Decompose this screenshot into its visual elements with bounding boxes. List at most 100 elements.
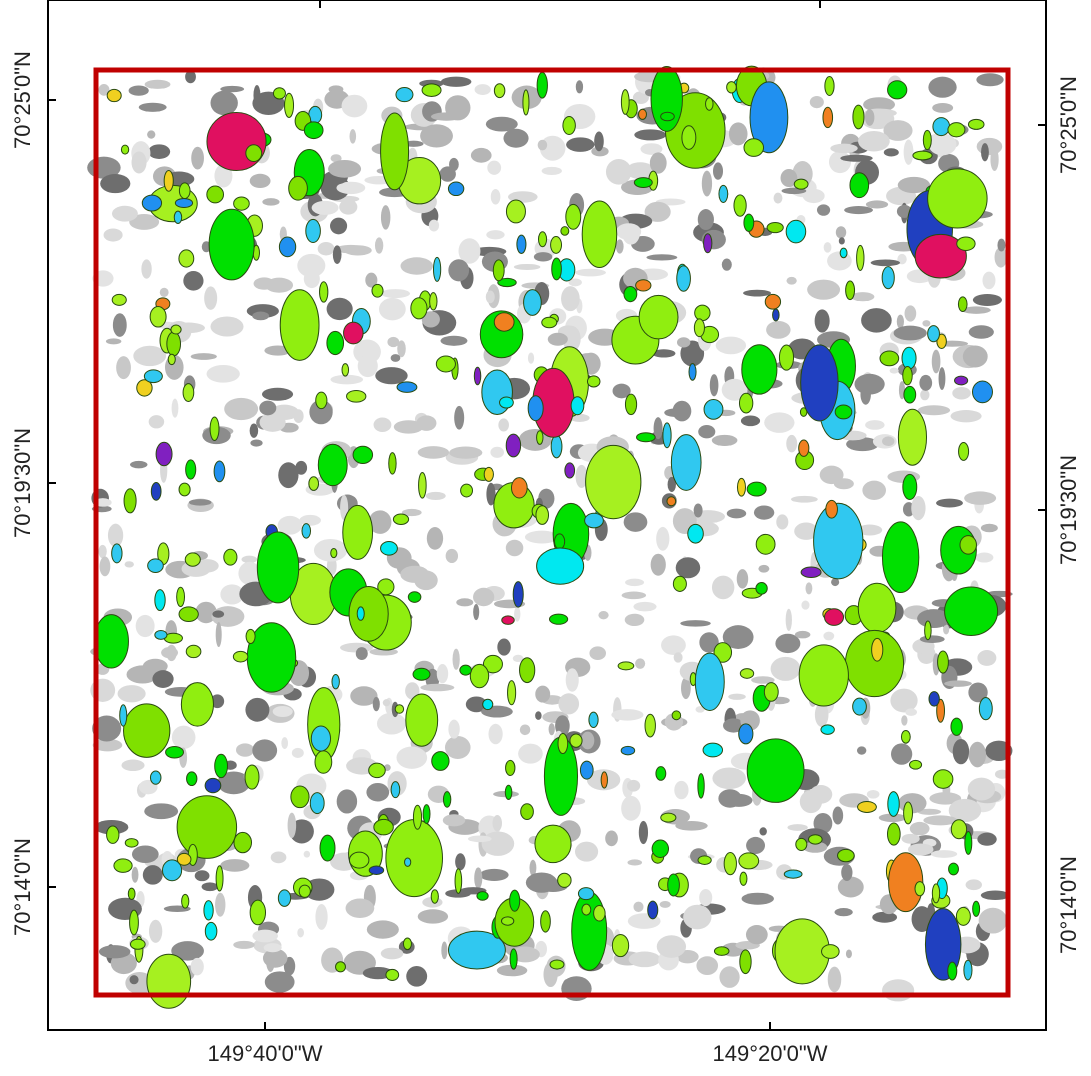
lake-polygon (801, 345, 838, 421)
terrain-patch (737, 569, 748, 589)
terrain-patch (454, 406, 464, 430)
terrain-patch (133, 346, 166, 366)
terrain-patch (766, 321, 791, 339)
terrain-patch (207, 365, 240, 383)
lake-polygon (175, 198, 192, 207)
lake-polygon (318, 444, 347, 485)
lake-polygon (431, 890, 438, 904)
terrain-patch (366, 783, 389, 802)
terrain-patch (387, 337, 399, 347)
lake-polygon (888, 81, 907, 99)
lake-polygon (739, 853, 759, 869)
longitude-label: 149°20'0"W (713, 1041, 828, 1066)
lake-polygon (652, 840, 668, 858)
lake-polygon (756, 534, 775, 554)
lake-polygon (386, 969, 399, 980)
terrain-patch (288, 813, 297, 838)
lake-polygon (621, 746, 634, 755)
lake-polygon (185, 553, 200, 566)
lake-polygon (186, 460, 196, 479)
lake-polygon (744, 214, 754, 231)
terrain-patch (968, 778, 995, 801)
lake-polygon (309, 477, 319, 491)
terrain-patch (977, 650, 996, 666)
lake-polygon (586, 445, 641, 518)
terrain-patch (250, 424, 259, 438)
lake-polygon (524, 290, 542, 316)
terrain-patch (391, 354, 401, 362)
terrain-patch (394, 420, 424, 433)
lake-polygon (144, 370, 162, 383)
lake-polygon (634, 178, 652, 188)
lake-polygon (689, 364, 696, 381)
lake-polygon (405, 858, 411, 866)
terrain-patch (759, 827, 766, 835)
lake-polygon (648, 901, 658, 919)
terrain-patch (834, 478, 854, 489)
lake-polygon (443, 792, 450, 808)
terrain-patch (147, 130, 155, 138)
lake-polygon (285, 93, 294, 117)
lake-polygon (928, 326, 940, 342)
terrain-patch (136, 615, 155, 637)
lake-polygon (408, 592, 421, 603)
terrain-patch (100, 174, 130, 193)
lake-polygon (929, 692, 939, 706)
terrain-patch (840, 155, 872, 162)
terrain-patch (594, 131, 604, 151)
terrain-patch (488, 724, 502, 744)
lake-polygon (621, 90, 629, 115)
terrain-patch (683, 905, 711, 930)
terrain-patch (152, 670, 173, 688)
lake-polygon (536, 506, 549, 525)
lake-polygon (320, 835, 335, 861)
terrain-patch (145, 80, 171, 89)
terrain-patch (836, 226, 846, 238)
lake-polygon (483, 699, 493, 709)
terrain-patch (997, 239, 1005, 252)
terrain-patch (919, 375, 932, 391)
lake-polygon (245, 765, 259, 789)
lake-polygon (434, 257, 441, 281)
lake-polygon (601, 772, 607, 788)
lake-polygon (739, 393, 752, 413)
lake-polygon (915, 882, 925, 896)
terrain-patch (719, 966, 739, 988)
terrain-patch (815, 309, 830, 332)
terrain-patch (908, 843, 934, 855)
terrain-patch (817, 204, 830, 215)
lake-polygon (280, 290, 319, 361)
terrain-patch (518, 744, 543, 764)
lake-polygon (673, 576, 686, 591)
lake-polygon (448, 182, 463, 196)
lake-polygon (904, 386, 916, 403)
lake-polygon (179, 483, 190, 496)
lake-polygon (177, 587, 185, 606)
terrain-patch (712, 767, 746, 789)
terrain-patch (132, 151, 147, 173)
terrain-patch (830, 144, 857, 154)
lake-polygon (455, 869, 462, 894)
terrain-patch (250, 440, 262, 447)
lake-polygon (809, 835, 823, 844)
lake-polygon (734, 195, 746, 216)
terrain-patch (441, 336, 468, 346)
terrain-patch (633, 602, 656, 611)
terrain-patch (312, 201, 339, 215)
terrain-patch (327, 298, 353, 320)
lake-polygon (925, 621, 932, 640)
lake-polygon (910, 760, 922, 769)
terrain-patch (129, 86, 149, 96)
terrain-patch (639, 821, 648, 844)
terrain-patch (677, 337, 690, 347)
lake-polygon (651, 66, 682, 131)
lake-polygon (541, 911, 551, 932)
lake-polygon (677, 266, 691, 292)
terrain-patch (304, 270, 320, 288)
lake-polygon (537, 431, 543, 445)
terrain-patch (118, 685, 146, 702)
lake-polygon (501, 917, 513, 925)
terrain-patch (520, 724, 531, 735)
lake-polygon (554, 534, 564, 549)
terrain-patch (337, 789, 357, 813)
